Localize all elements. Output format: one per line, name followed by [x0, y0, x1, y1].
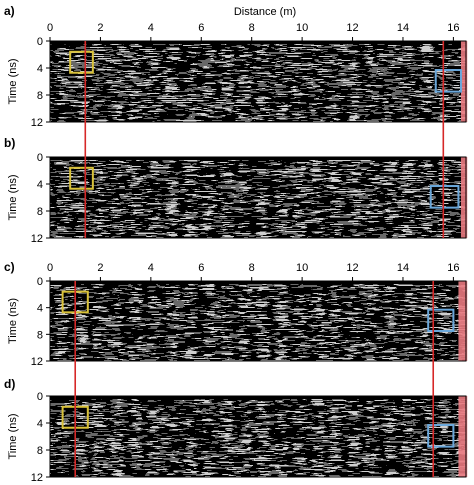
surface-reflection [50, 281, 466, 284]
panel-frame [49, 156, 467, 239]
radargram-texture [50, 281, 466, 361]
x-tick-label: 10 [296, 22, 308, 34]
panel-a: 0 4 8 12 0 2 4 6 8 10 12 14 16 Time (ns) a) [4, 4, 468, 129]
panel-letter: b) [4, 136, 15, 150]
blue-box [427, 308, 455, 332]
y-tick-label: 0 [37, 152, 43, 164]
yellow-box [69, 166, 94, 190]
panel-c: 0 4 8 12 0 2 4 6 8 10 12 14 16 Time (ns) c) [4, 260, 468, 368]
x-tick-label: 0 [47, 22, 53, 34]
panel-letter: c) [4, 260, 15, 274]
panel-frame [49, 280, 467, 362]
red-band [460, 157, 468, 238]
x-tick-label: 8 [249, 22, 255, 34]
y-tick-label: 12 [31, 117, 43, 129]
red-band [460, 41, 468, 122]
x-tick-label: 14 [397, 262, 409, 274]
y-tick-label: 0 [37, 391, 43, 403]
red-band [458, 396, 468, 477]
surface-reflection [50, 157, 466, 160]
blue-box [427, 424, 455, 448]
y-axis-title: Time (ns) [7, 298, 19, 344]
x-tick-label: 12 [346, 262, 358, 274]
red-band [458, 281, 468, 361]
x-tick-label: 10 [296, 262, 308, 274]
y-tick-label: 12 [31, 472, 43, 484]
y-tick-label: 12 [31, 233, 43, 245]
x-axis-title: Distance (m) [234, 6, 296, 18]
y-tick-label: 8 [37, 445, 43, 457]
x-tick-label: 6 [198, 262, 204, 274]
surface-reflection [50, 396, 466, 399]
y-tick-label: 4 [37, 303, 43, 315]
y-tick-label: 8 [37, 90, 43, 102]
x-tick-label: 2 [97, 262, 103, 274]
y-tick-label: 4 [37, 179, 43, 191]
y-tick-label: 12 [31, 356, 43, 368]
y-axis-title: Time (ns) [7, 413, 19, 459]
y-tick-label: 8 [37, 206, 43, 218]
x-tick-label: 12 [346, 22, 358, 34]
x-tick-label: 16 [447, 22, 459, 34]
surface-reflection [50, 41, 466, 44]
panel-letter: a) [4, 4, 15, 18]
x-tick-label: 4 [148, 22, 154, 34]
x-tick-label: 14 [397, 22, 409, 34]
panel-b: 0 4 8 12 Time (ns) b) [4, 136, 468, 245]
x-tick-label: 4 [148, 262, 154, 274]
panel-frame [49, 395, 467, 478]
y-tick-label: 0 [37, 36, 43, 48]
y-tick-label: 8 [37, 329, 43, 341]
blue-box [434, 69, 462, 93]
y-tick-label: 4 [37, 63, 43, 75]
panel-frame [49, 40, 467, 123]
x-tick-label: 16 [447, 262, 459, 274]
y-tick-label: 4 [37, 418, 43, 430]
blue-box [429, 185, 460, 209]
radargram-texture [50, 157, 466, 238]
x-tick-label: 8 [249, 262, 255, 274]
x-tick-label: 0 [47, 262, 53, 274]
y-axis-title: Time (ns) [7, 58, 19, 104]
x-tick-label: 6 [198, 22, 204, 34]
panel-letter: d) [4, 377, 15, 391]
y-tick-label: 0 [37, 276, 43, 288]
panel-d: 0 4 8 12 Time (ns) d) [4, 377, 468, 484]
x-tick-label: 2 [97, 22, 103, 34]
panels-group: 0 4 8 12 0 2 4 6 8 10 12 14 16 Time (ns) a) 0 4 8 12 Time (… [4, 4, 468, 484]
yellow-box [69, 50, 94, 74]
y-axis-title: Time (ns) [7, 174, 19, 220]
radargram-texture [50, 41, 466, 122]
radargram-texture [50, 396, 466, 477]
